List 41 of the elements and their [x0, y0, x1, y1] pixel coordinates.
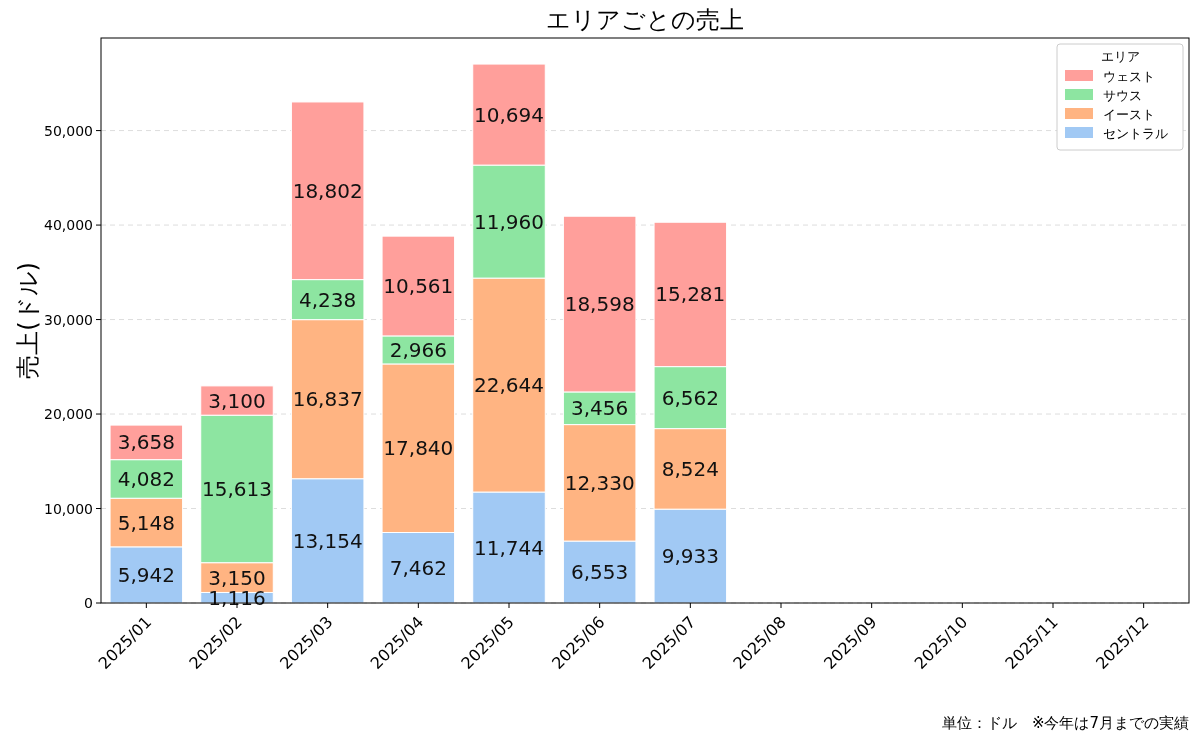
data-label: 3,456 — [571, 396, 629, 421]
data-label: 9,933 — [661, 544, 719, 569]
data-label: 15,281 — [655, 282, 726, 307]
y-axis-title: 売上(ドル) — [14, 262, 42, 379]
data-label: 4,238 — [299, 287, 357, 312]
data-label: 18,802 — [292, 178, 363, 203]
data-label: 5,148 — [117, 510, 175, 535]
data-label: 15,613 — [202, 476, 272, 501]
data-label: 5,942 — [117, 562, 175, 587]
data-label: 4,082 — [117, 466, 175, 491]
legend-label: ウェスト — [1103, 69, 1155, 84]
data-label: 6,553 — [571, 560, 629, 585]
legend-label: イースト — [1103, 107, 1155, 122]
data-label: 17,840 — [383, 436, 454, 461]
legend-label: サウス — [1103, 88, 1142, 103]
data-label: 8,524 — [661, 456, 719, 481]
y-tick-label: 0 — [84, 595, 93, 611]
y-tick-label: 50,000 — [44, 122, 93, 139]
y-tick-label: 20,000 — [44, 406, 93, 423]
data-label: 3,150 — [208, 565, 266, 590]
data-label: 2,966 — [389, 337, 447, 362]
text: 単位：ドル ※今年は7月までの実績 — [941, 714, 1189, 732]
data-label: 18,598 — [564, 292, 635, 317]
data-label: 13,154 — [292, 528, 363, 553]
data-label: 10,694 — [474, 102, 544, 127]
y-tick-label: 10,000 — [44, 500, 93, 517]
data-label: 7,462 — [389, 555, 447, 580]
data-label: 3,100 — [208, 388, 266, 413]
legend-title: エリア — [1100, 49, 1140, 64]
data-label: 11,960 — [474, 209, 544, 234]
data-label: 3,658 — [117, 430, 175, 455]
y-tick-label: 40,000 — [44, 217, 93, 234]
chart-title: エリアごとの売上 — [546, 6, 744, 34]
data-label: 12,330 — [564, 470, 635, 495]
y-tick-label: 30,000 — [44, 311, 93, 328]
data-label: 11,744 — [474, 535, 544, 560]
data-label: 16,837 — [292, 387, 363, 412]
data-label: 22,644 — [474, 373, 544, 398]
data-label: 6,562 — [661, 385, 719, 410]
data-label: 10,561 — [383, 274, 454, 299]
legend-label: セントラル — [1103, 126, 1168, 141]
